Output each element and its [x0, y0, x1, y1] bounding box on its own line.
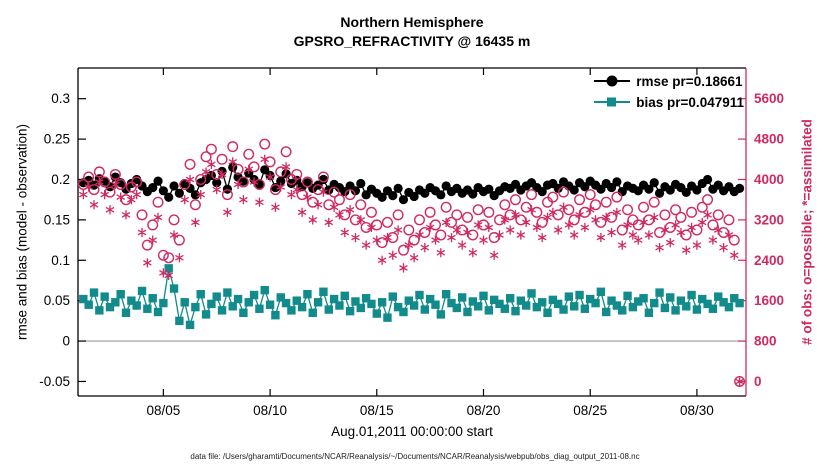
chart-subtitle: GPSRO_REFRACTIVITY @ 16435 m — [293, 33, 531, 49]
bias-line-marker-icon — [594, 97, 631, 107]
svg-text:08/15: 08/15 — [360, 403, 394, 418]
legend-item-rmse: rmse pr=0.18661 — [593, 72, 744, 90]
svg-text:08/05: 08/05 — [146, 403, 180, 418]
svg-text:800: 800 — [754, 334, 777, 349]
svg-text:-0.05: -0.05 — [39, 374, 70, 389]
chart-title: Northern Hemisphere — [340, 14, 484, 30]
svg-text:08/25: 08/25 — [573, 403, 607, 418]
right-axis-label: # of obs: o=possible; *=assimilated — [799, 119, 815, 345]
svg-text:0.15: 0.15 — [44, 212, 70, 227]
svg-text:2400: 2400 — [754, 253, 784, 268]
svg-text:08/30: 08/30 — [680, 403, 714, 418]
svg-text:0.25: 0.25 — [44, 132, 70, 147]
svg-text:4000: 4000 — [754, 172, 784, 187]
svg-text:0: 0 — [62, 334, 70, 349]
svg-text:0.1: 0.1 — [51, 253, 70, 268]
legend-label-bias: bias pr=0.047911 — [636, 94, 744, 110]
left-axis-label: rmse and bias (model - observation) — [14, 123, 30, 341]
rmse-line-marker-icon — [594, 75, 631, 87]
svg-text:3200: 3200 — [754, 212, 784, 227]
svg-text:0.3: 0.3 — [51, 91, 70, 106]
data-file-caption: data file: /Users/gharamti/Documents/NCA… — [190, 452, 640, 461]
legend-item-bias: bias pr=0.047911 — [593, 93, 744, 111]
svg-text:4800: 4800 — [754, 132, 784, 147]
svg-text:0.05: 0.05 — [44, 293, 70, 308]
legend-label-rmse: rmse pr=0.18661 — [636, 73, 743, 89]
svg-text:0: 0 — [754, 374, 762, 389]
svg-text:08/10: 08/10 — [253, 403, 287, 418]
svg-text:08/20: 08/20 — [467, 403, 501, 418]
legend: rmse pr=0.18661 bias pr=0.047911 — [593, 72, 744, 111]
svg-text:5600: 5600 — [754, 91, 784, 106]
svg-text:1600: 1600 — [754, 293, 784, 308]
svg-text:0.2: 0.2 — [51, 172, 70, 187]
x-axis-label: Aug.01,2011 00:00:00 start — [331, 424, 493, 439]
